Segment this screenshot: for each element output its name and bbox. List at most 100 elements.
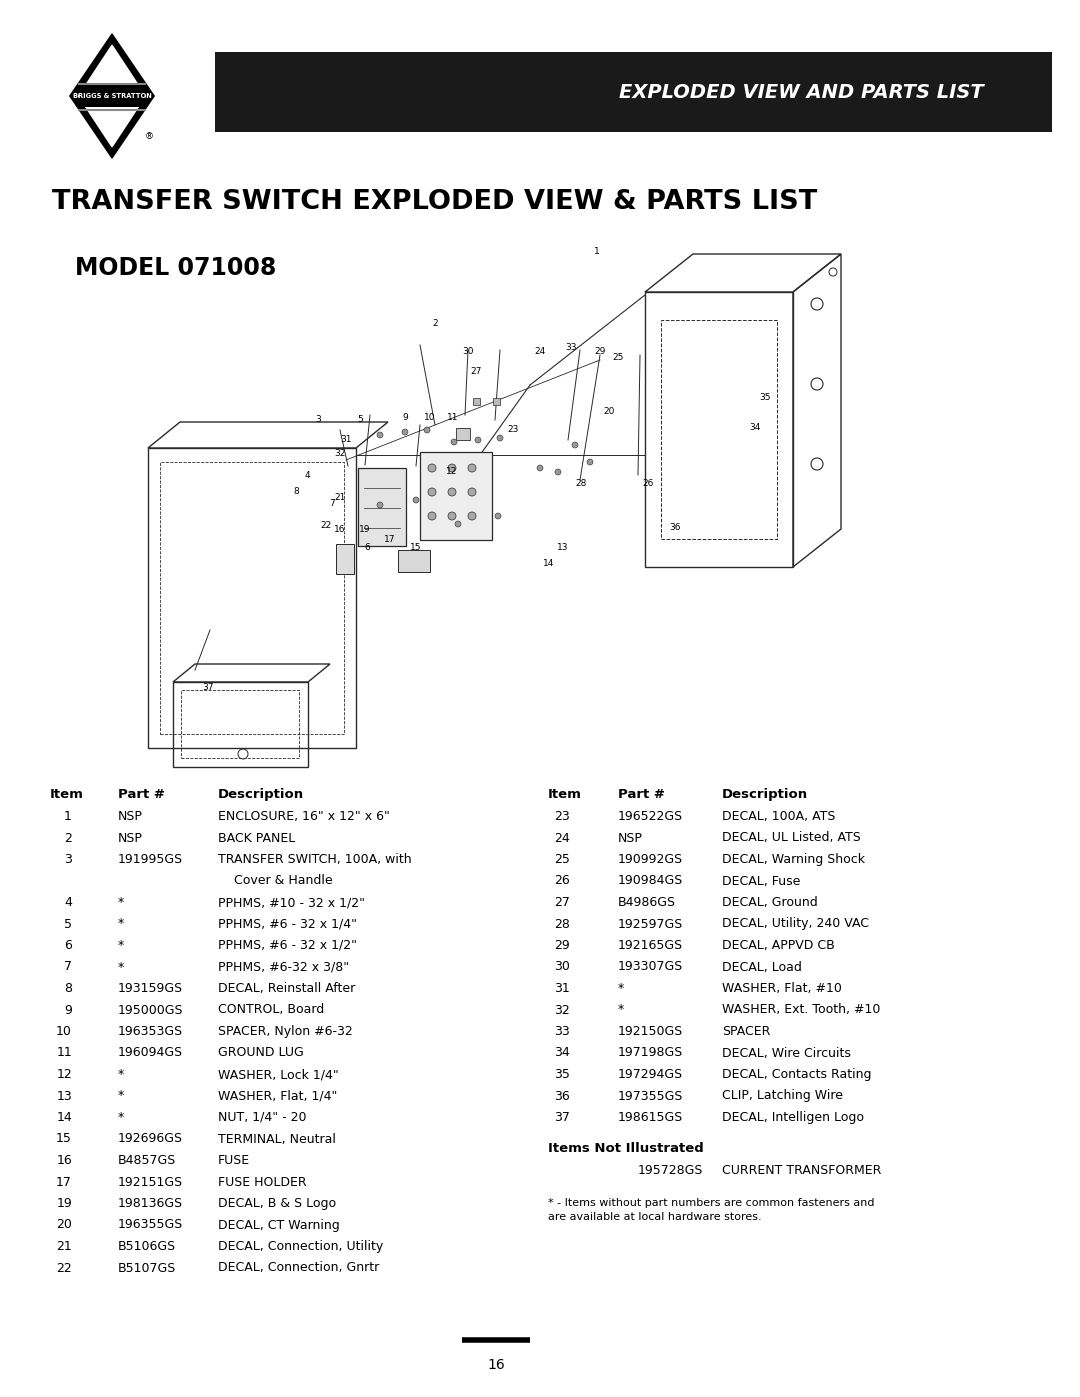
Text: FUSE HOLDER: FUSE HOLDER — [218, 1175, 307, 1189]
Circle shape — [468, 511, 476, 520]
Text: 196522GS: 196522GS — [618, 810, 684, 823]
Text: 197198GS: 197198GS — [618, 1046, 684, 1059]
Text: 11: 11 — [56, 1046, 72, 1059]
Text: 4: 4 — [64, 895, 72, 909]
Text: TRANSFER SWITCH EXPLODED VIEW & PARTS LIST: TRANSFER SWITCH EXPLODED VIEW & PARTS LI… — [52, 189, 818, 215]
Text: Part #: Part # — [118, 788, 165, 800]
Text: NSP: NSP — [118, 810, 143, 823]
Text: 195728GS: 195728GS — [638, 1164, 703, 1178]
Text: 19: 19 — [360, 525, 370, 535]
Text: 1: 1 — [64, 810, 72, 823]
Text: 14: 14 — [543, 559, 555, 567]
Text: PPHMS, #6-32 x 3/8": PPHMS, #6-32 x 3/8" — [218, 961, 349, 974]
Text: 36: 36 — [670, 522, 680, 531]
Text: *: * — [118, 1090, 124, 1102]
Text: NSP: NSP — [618, 831, 643, 845]
Text: DECAL, Contacts Rating: DECAL, Contacts Rating — [723, 1067, 872, 1081]
Bar — [215, 52, 1052, 131]
Text: DECAL, UL Listed, ATS: DECAL, UL Listed, ATS — [723, 831, 861, 845]
Text: 8: 8 — [64, 982, 72, 995]
Text: 12: 12 — [56, 1067, 72, 1081]
Text: 5: 5 — [64, 918, 72, 930]
Bar — [357, 468, 406, 546]
Circle shape — [497, 434, 503, 441]
Text: TRANSFER SWITCH, 100A, with: TRANSFER SWITCH, 100A, with — [218, 854, 411, 866]
Text: DECAL, Warning Shock: DECAL, Warning Shock — [723, 854, 865, 866]
Circle shape — [424, 427, 430, 433]
Text: 23: 23 — [508, 426, 518, 434]
Text: NUT, 1/4" - 20: NUT, 1/4" - 20 — [218, 1111, 307, 1125]
Text: EXPLODED VIEW AND PARTS LIST: EXPLODED VIEW AND PARTS LIST — [619, 82, 983, 102]
Text: 31: 31 — [554, 982, 570, 995]
Text: PPHMS, #10 - 32 x 1/2": PPHMS, #10 - 32 x 1/2" — [218, 895, 365, 909]
Text: Items Not Illustrated: Items Not Illustrated — [548, 1143, 704, 1155]
Bar — [173, 682, 308, 767]
Text: 13: 13 — [56, 1090, 72, 1102]
Text: FUSE: FUSE — [218, 1154, 251, 1166]
Circle shape — [448, 464, 456, 472]
Text: 36: 36 — [554, 1090, 570, 1102]
Polygon shape — [70, 34, 154, 158]
Text: 4: 4 — [305, 472, 310, 481]
Text: 16: 16 — [334, 525, 346, 535]
Bar — [160, 462, 345, 733]
Text: 29: 29 — [594, 348, 606, 356]
Text: *: * — [618, 982, 624, 995]
Text: B4986GS: B4986GS — [618, 895, 676, 909]
Circle shape — [402, 429, 408, 434]
Text: Description: Description — [218, 788, 305, 800]
Text: 26: 26 — [643, 479, 653, 488]
Text: 198615GS: 198615GS — [618, 1111, 684, 1125]
Text: 28: 28 — [554, 918, 570, 930]
Circle shape — [377, 432, 383, 439]
Text: 196353GS: 196353GS — [118, 1025, 184, 1038]
Circle shape — [555, 469, 561, 475]
Text: NSP: NSP — [118, 831, 143, 845]
Text: 7: 7 — [329, 500, 335, 509]
Circle shape — [588, 460, 593, 465]
Circle shape — [377, 502, 383, 509]
Text: CURRENT TRANSFORMER: CURRENT TRANSFORMER — [723, 1164, 881, 1178]
Text: DECAL, Connection, Utility: DECAL, Connection, Utility — [218, 1241, 383, 1253]
Circle shape — [495, 513, 501, 520]
Text: 13: 13 — [557, 543, 569, 552]
Text: *: * — [118, 939, 124, 951]
Text: *: * — [618, 1003, 624, 1017]
Text: 29: 29 — [554, 939, 570, 951]
Text: DECAL, CT Warning: DECAL, CT Warning — [218, 1218, 340, 1232]
Text: SPACER: SPACER — [723, 1025, 770, 1038]
Text: 34: 34 — [554, 1046, 570, 1059]
Circle shape — [468, 464, 476, 472]
Text: DECAL, APPVD CB: DECAL, APPVD CB — [723, 939, 835, 951]
Text: 2: 2 — [64, 831, 72, 845]
Text: WASHER, Flat, 1/4": WASHER, Flat, 1/4" — [218, 1090, 337, 1102]
Text: DECAL, Intelligen Logo: DECAL, Intelligen Logo — [723, 1111, 864, 1125]
Text: 197355GS: 197355GS — [618, 1090, 684, 1102]
Text: CLIP, Latching Wire: CLIP, Latching Wire — [723, 1090, 843, 1102]
Text: CONTROL, Board: CONTROL, Board — [218, 1003, 324, 1017]
Text: 6: 6 — [64, 939, 72, 951]
Text: 14: 14 — [56, 1111, 72, 1125]
Text: BACK PANEL: BACK PANEL — [218, 831, 295, 845]
Text: DECAL, Load: DECAL, Load — [723, 961, 801, 974]
Bar — [473, 398, 480, 405]
Text: 196355GS: 196355GS — [118, 1218, 184, 1232]
Text: DECAL, Wire Circuits: DECAL, Wire Circuits — [723, 1046, 851, 1059]
Text: 193159GS: 193159GS — [118, 982, 184, 995]
Circle shape — [451, 439, 457, 446]
Bar — [79, 85, 146, 108]
Bar — [181, 690, 299, 759]
Text: 192597GS: 192597GS — [618, 918, 684, 930]
Text: 11: 11 — [447, 414, 459, 422]
Text: 7: 7 — [64, 961, 72, 974]
Text: BRIGGS & STRATTON: BRIGGS & STRATTON — [72, 94, 151, 99]
Text: 192151GS: 192151GS — [118, 1175, 184, 1189]
Text: 5: 5 — [357, 415, 363, 425]
Text: 17: 17 — [56, 1175, 72, 1189]
Text: 20: 20 — [604, 408, 615, 416]
Text: 192165GS: 192165GS — [618, 939, 684, 951]
Text: 25: 25 — [554, 854, 570, 866]
Text: 9: 9 — [64, 1003, 72, 1017]
Text: Part #: Part # — [618, 788, 665, 800]
Text: 37: 37 — [554, 1111, 570, 1125]
